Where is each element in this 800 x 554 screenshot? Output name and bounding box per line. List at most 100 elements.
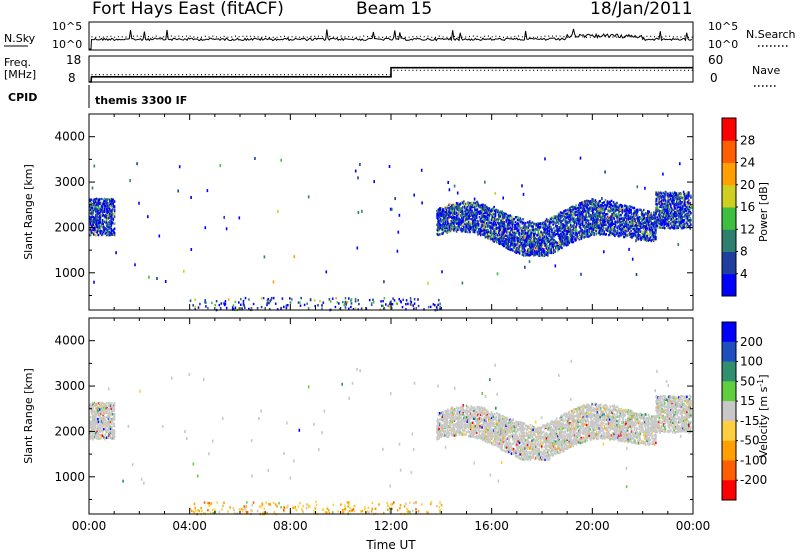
power-echo-cell (486, 224, 489, 227)
power-echo-cell (382, 304, 384, 308)
power-echo-cell (227, 298, 230, 301)
velocity-echo-cell (447, 412, 450, 415)
power-echo-cell (477, 233, 479, 236)
power-echo-cell (449, 203, 451, 206)
power-echo-cell (509, 240, 512, 243)
velocity-echo-cell (91, 406, 93, 409)
power-echo-cell (89, 223, 92, 226)
power-echo-cell (668, 209, 671, 212)
power-echo-cell (95, 227, 98, 231)
power-echo-cell (666, 226, 669, 230)
power-echo-cell (637, 216, 640, 220)
power-echo-cell (559, 226, 561, 230)
velocity-echo-cell (457, 408, 459, 411)
power-echo-cell (602, 228, 604, 231)
power-echo-cell (107, 213, 110, 216)
power-echo-cell (617, 212, 620, 216)
power-echo-cell (553, 235, 556, 238)
power-echo-cell (686, 221, 688, 224)
power-echo-cell (622, 233, 624, 236)
velocity-echo-cell (445, 433, 448, 437)
power-echo-cell (514, 232, 516, 236)
power-echo-cell (588, 209, 591, 212)
velocity-echo-cell (101, 429, 103, 432)
power-echo-cell (596, 213, 598, 216)
radar-title: Fort Hays East (fitACF) (92, 0, 284, 19)
power-echo-cell (642, 230, 644, 233)
power-echo-cell (670, 222, 672, 225)
power-echo-cell (532, 225, 534, 228)
power-echo-cell (238, 216, 241, 220)
velocity-echo-cell (452, 434, 454, 437)
power-echo-cell (532, 232, 535, 236)
power-echo-cell (580, 201, 583, 205)
power-echo-cell (655, 235, 657, 239)
power-echo-cell (611, 213, 614, 216)
power-echo-cell (565, 234, 567, 237)
power-echo-cell (449, 225, 451, 229)
power-colorbar-label: Power [dB] (757, 182, 770, 242)
power-echo-cell (571, 238, 574, 241)
power-echo-cell (95, 207, 97, 211)
velocity-echo-cell (93, 422, 95, 425)
power-echo-cell (667, 198, 669, 202)
velocity-echo-cell (92, 416, 94, 420)
velocity-echo-cell (452, 413, 454, 416)
power-echo-cell (465, 210, 468, 213)
power-echo-cell (579, 202, 581, 205)
velocity-echo-cell (451, 422, 454, 425)
power-echo-cell (642, 222, 644, 225)
power-echo-cell (587, 219, 589, 222)
power-echo-cell (549, 230, 551, 233)
power-echo-cell (614, 234, 616, 238)
power-echo-cell (513, 218, 516, 221)
power-echo-cell (510, 248, 513, 251)
power-echo-cell (578, 221, 581, 224)
velocity-echo-cell (107, 436, 110, 439)
power-echo-cell (507, 236, 509, 240)
power-echo-cell (554, 216, 556, 220)
power-echo-cell (492, 215, 494, 218)
power-echo-cell (555, 232, 558, 236)
power-echo-cell (444, 218, 446, 221)
power-echo-cell (590, 200, 592, 203)
power-echo-cell (660, 214, 663, 218)
power-echo-cell (582, 210, 585, 214)
velocity-echo-cell (103, 438, 106, 441)
power-echo-cell (321, 304, 323, 307)
power-echo-cell (600, 217, 603, 221)
velocity-echo-cell (103, 404, 105, 408)
power-echo-cell (458, 211, 460, 214)
velocity-echo-cell (93, 432, 95, 435)
power-echo-cell (676, 204, 678, 207)
power-echo-cell (533, 245, 536, 248)
power-echo-cell (654, 234, 656, 237)
noise-panel-frame (88, 21, 694, 51)
power-echo-cell (653, 214, 656, 217)
power-echo-cell (569, 233, 571, 236)
power-echo-cell (687, 196, 690, 199)
velocity-echo-cell (99, 426, 102, 430)
power-echo-cell (553, 231, 556, 234)
power-echo-cell (234, 300, 237, 304)
power-echo-cell (469, 211, 471, 215)
power-echo-cell (89, 217, 91, 220)
power-echo-cell (622, 207, 625, 211)
velocity-echo-cell (95, 415, 97, 418)
power-echo-cell (194, 307, 196, 310)
power-echo-cell (219, 164, 222, 168)
power-echo-cell (368, 298, 371, 302)
power-echo-cell (503, 236, 505, 239)
power-echo-cell (494, 233, 496, 236)
power-echo-cell (595, 229, 597, 233)
velocity-echo-cell (103, 415, 106, 418)
power-echo-cell (493, 214, 495, 217)
power-echo-cell (383, 297, 386, 300)
power-echo-cell (563, 215, 566, 218)
power-echo-cell (443, 215, 445, 218)
power-echo-cell (447, 217, 449, 220)
power-echo-cell (541, 243, 543, 246)
power-echo-cell (683, 192, 685, 196)
noise-panel: N.Sky 10^5 10^0 10^5 10^0 N.Search (4, 20, 796, 51)
power-echo-cell (93, 280, 95, 284)
